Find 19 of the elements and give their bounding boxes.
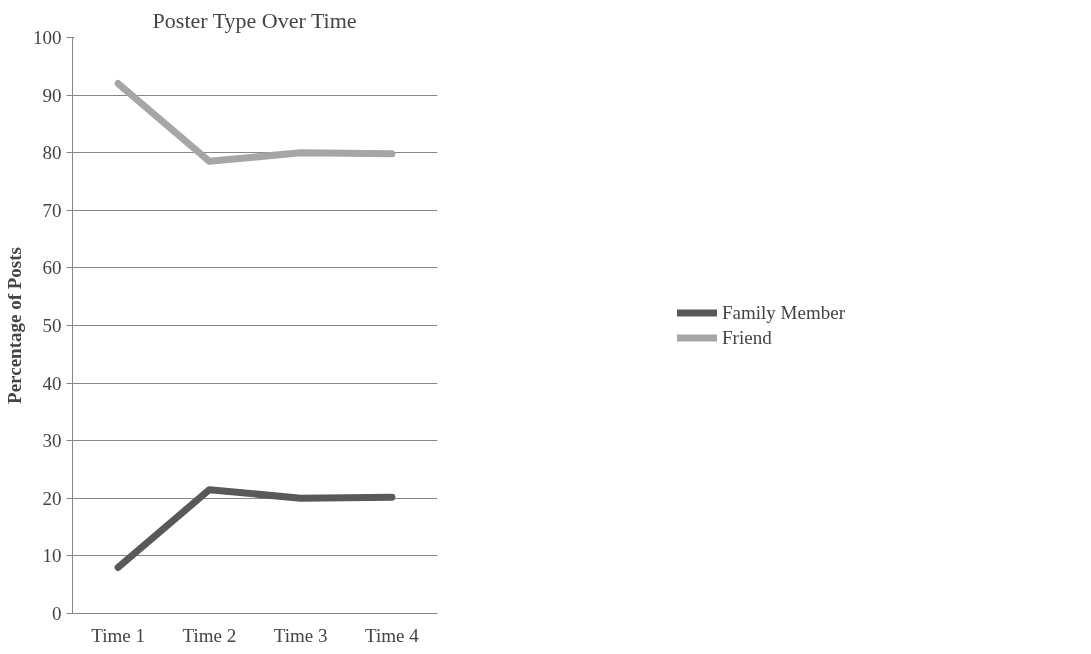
legend-label: Family Member [722,301,845,324]
y-axis-title: Percentage of Posts [4,247,25,404]
x-tick-label: Time 2 [182,624,237,646]
y-tick-label: 80 [42,142,62,164]
y-tick-label: 40 [42,372,62,394]
x-tick-label: Time 1 [91,624,145,646]
y-tick-label: 10 [42,545,62,567]
x-tick-label: Time 4 [365,624,420,646]
y-tick-label: 60 [42,257,62,279]
y-tick-label: 30 [42,430,62,452]
y-tick-label: 70 [42,199,62,221]
y-tick-label: 100 [33,27,62,48]
y-tick-label: 50 [42,315,62,336]
y-tick-label: 90 [42,84,62,106]
chart-title: Poster Type Over Time [152,7,357,33]
y-tick-label: 0 [52,603,62,624]
y-tick-label: 20 [42,487,62,509]
legend-label: Friend [722,326,772,349]
x-tick-label: Time 3 [273,624,328,646]
